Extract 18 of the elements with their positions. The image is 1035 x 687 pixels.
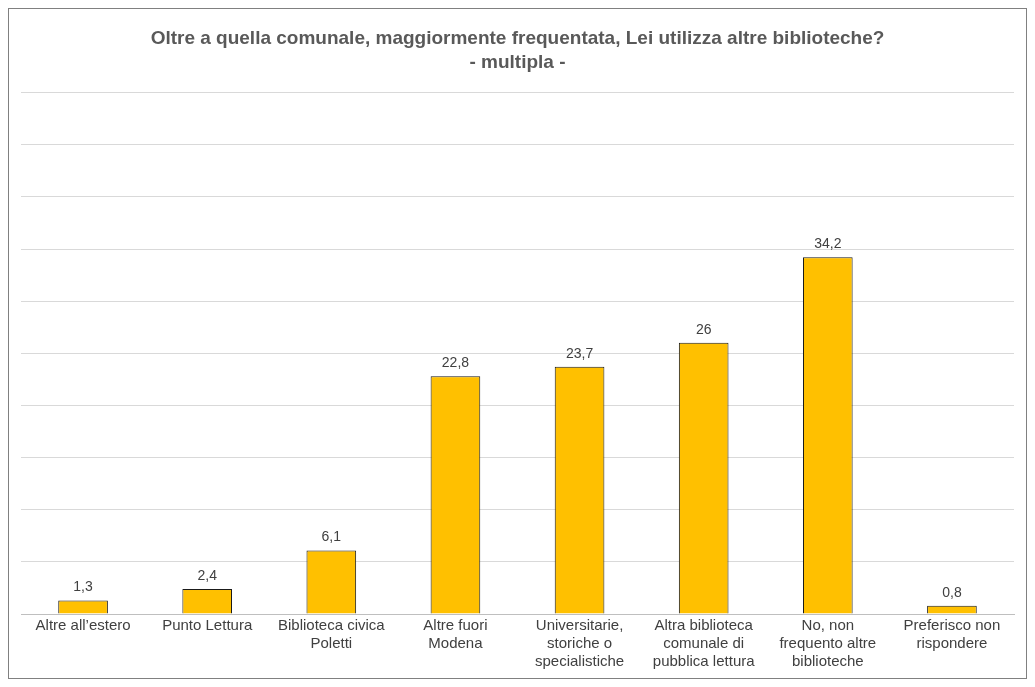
data-label: 2,4 [197, 566, 218, 583]
data-label: 26 [695, 320, 712, 337]
chart-subtitle: - multipla - [469, 51, 566, 73]
x-tick-label: Altre fuori Modena [423, 616, 488, 652]
x-tick-label: Altra biblioteca comunale di pubblica lettura [652, 616, 756, 670]
data-label: 34,2 [814, 235, 842, 252]
x-tick-label: Biblioteca civica Poletti [277, 616, 386, 652]
data-label: 6,1 [321, 528, 342, 545]
data-label: 1,3 [73, 578, 93, 595]
data-label: 22,8 [441, 354, 470, 371]
x-tick-label: Preferisco non rispondere [903, 616, 1001, 652]
data-label: 0,8 [942, 583, 962, 600]
chart-title: Oltre a quella comunale, maggiormente frequentata, Lei utilizza altre biblioteche? [150, 26, 885, 48]
data-label: 23,7 [565, 344, 594, 361]
x-tick-label: Punto Lettura [162, 616, 253, 634]
x-tick-label: Universitarie, storiche o specialistiche [534, 616, 625, 670]
x-tick-label: Altre all’estero [35, 616, 131, 634]
x-tick-label: No, non frequento altre biblioteche [779, 616, 877, 670]
